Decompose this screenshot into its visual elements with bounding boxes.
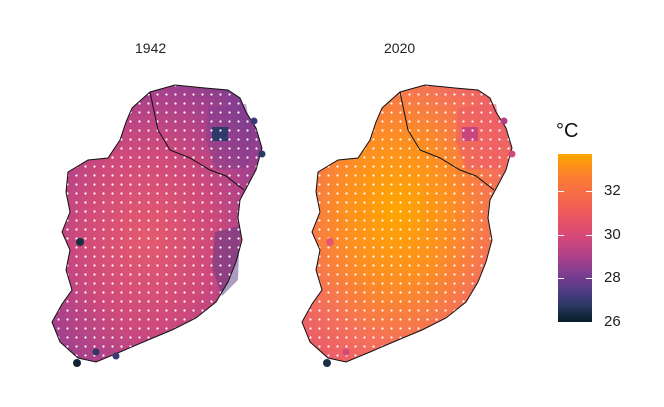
- map-2020: [301, 84, 516, 367]
- legend-colorbar: [558, 154, 592, 322]
- legend-unit: °C: [556, 120, 579, 142]
- legend-tick-label: 30: [604, 225, 621, 243]
- panel-title-2020: 2020: [384, 40, 416, 56]
- legend-tick-label: 32: [604, 182, 621, 200]
- legend-tick-label: 28: [604, 269, 621, 287]
- panel-title-1942: 1942: [135, 40, 167, 56]
- map-1942: [51, 84, 266, 367]
- legend-tick-label: 26: [604, 313, 621, 330]
